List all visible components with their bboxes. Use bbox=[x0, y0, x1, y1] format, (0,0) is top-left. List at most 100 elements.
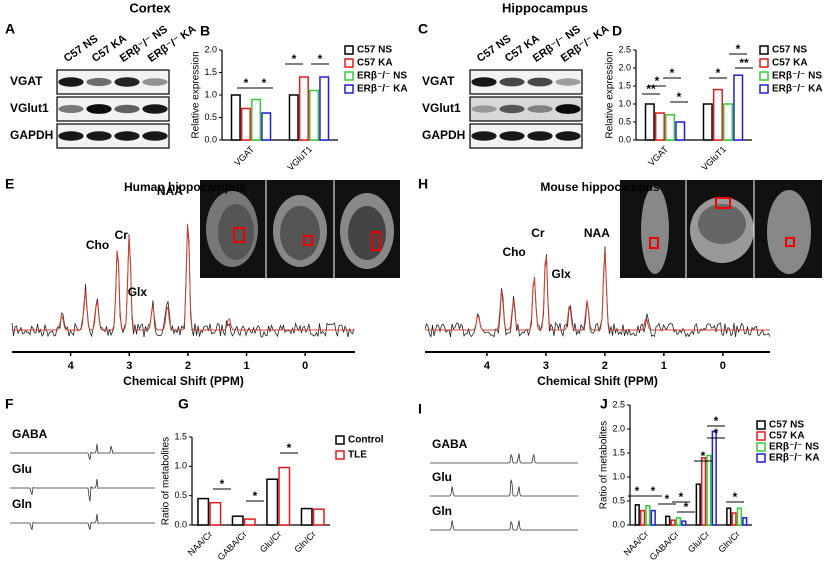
mri-images bbox=[200, 180, 400, 278]
significance: * bbox=[701, 449, 706, 463]
significance: * bbox=[684, 500, 689, 514]
panel-label: J bbox=[600, 396, 608, 412]
y-tick-label: 0.0 bbox=[204, 134, 217, 144]
panel-label: D bbox=[612, 23, 622, 39]
y-tick-label: 0.0 bbox=[174, 519, 187, 529]
bar bbox=[300, 507, 313, 526]
bar bbox=[650, 509, 656, 526]
bar bbox=[670, 519, 676, 526]
bar bbox=[634, 504, 640, 526]
panel-label: C bbox=[418, 21, 428, 37]
bar bbox=[702, 103, 713, 141]
x-tick-label: VGluT1 bbox=[699, 144, 728, 173]
peak-label: Glx bbox=[552, 267, 572, 281]
legend-label: ERβ⁻/⁻ NS bbox=[769, 442, 819, 453]
panel-label: A bbox=[5, 21, 15, 37]
row-label: VGAT bbox=[422, 74, 455, 88]
legend-label: C57 NS bbox=[357, 45, 392, 56]
band bbox=[499, 104, 525, 114]
band bbox=[555, 104, 581, 114]
panel-label: F bbox=[5, 396, 14, 412]
peak-label: Cho bbox=[502, 245, 525, 259]
x-tick-label: 2 bbox=[602, 360, 608, 372]
band bbox=[527, 77, 553, 87]
legend-swatch bbox=[759, 71, 769, 81]
legend-label: ERβ⁻/⁻ KA bbox=[357, 84, 408, 95]
band bbox=[86, 131, 112, 141]
y-axis-label: Relative expression bbox=[191, 51, 202, 138]
significance: * bbox=[733, 490, 738, 504]
legend-label: C57 KA bbox=[772, 58, 808, 69]
y-tick-label: 2.5 bbox=[618, 44, 631, 54]
significance: * bbox=[716, 66, 721, 80]
band bbox=[527, 131, 553, 141]
band bbox=[499, 131, 525, 141]
band bbox=[86, 104, 112, 114]
y-tick-label: 2.0 bbox=[618, 62, 631, 72]
x-tick-label: 0 bbox=[720, 360, 726, 372]
legend-label: ERβ⁻/⁻ KA bbox=[769, 453, 820, 464]
significance: * bbox=[677, 90, 682, 104]
significance: * bbox=[220, 477, 225, 491]
peak-label: Cr bbox=[531, 226, 545, 240]
spectrum-fit bbox=[12, 223, 354, 331]
x-tick-label: Gln/Cr bbox=[716, 529, 741, 554]
band bbox=[114, 131, 140, 141]
chart-title: Mouse hippocampus bbox=[540, 180, 660, 194]
y-tick-label: 1.0 bbox=[618, 98, 631, 108]
legend-swatch bbox=[756, 453, 766, 463]
x-tick-label: GABA/Cr bbox=[648, 529, 681, 562]
bar bbox=[654, 112, 665, 141]
bar bbox=[723, 103, 734, 141]
panel-label: I bbox=[418, 401, 422, 417]
panel-label: B bbox=[200, 23, 210, 39]
significance: * bbox=[292, 52, 297, 66]
legend-swatch bbox=[344, 71, 354, 81]
significance: * bbox=[665, 492, 670, 506]
x-tick-label: 0 bbox=[302, 360, 308, 372]
y-tick-label: 1.0 bbox=[204, 89, 217, 99]
band bbox=[527, 105, 553, 113]
y-tick-label: 2.5 bbox=[612, 399, 625, 409]
trace-label: GABA bbox=[12, 427, 48, 441]
trace-label: Glu bbox=[12, 462, 32, 476]
bar bbox=[675, 517, 682, 526]
x-axis-label: Chemical Shift (PPM) bbox=[537, 374, 658, 388]
bar bbox=[736, 507, 743, 526]
legend-swatch bbox=[344, 58, 354, 68]
legend-label: C57 KA bbox=[769, 431, 805, 442]
panel-label: H bbox=[418, 176, 428, 192]
bar bbox=[266, 478, 279, 526]
x-tick-label: 4 bbox=[68, 360, 75, 372]
band bbox=[142, 104, 168, 114]
y-tick-label: 1.5 bbox=[204, 67, 217, 77]
x-tick-label: NAA/Cr bbox=[622, 529, 651, 558]
trace-label: Gln bbox=[12, 497, 32, 511]
legend-swatch bbox=[756, 420, 766, 430]
significance: * bbox=[670, 66, 675, 80]
band bbox=[58, 131, 84, 141]
trace bbox=[10, 443, 155, 460]
y-tick-label: 2.0 bbox=[612, 423, 625, 433]
bar bbox=[742, 517, 748, 526]
bar bbox=[231, 515, 244, 526]
x-tick-label: VGAT bbox=[646, 144, 670, 168]
band bbox=[471, 77, 497, 87]
band bbox=[86, 77, 112, 87]
trace bbox=[430, 453, 578, 464]
bar bbox=[639, 509, 646, 526]
chart-title: Human hippocampus bbox=[124, 180, 246, 194]
row-label: VGAT bbox=[10, 74, 43, 88]
legend-label: ERβ⁻/⁻ NS bbox=[357, 71, 407, 82]
y-axis-label: Ratio of metabolites bbox=[161, 437, 172, 525]
significance: * bbox=[736, 42, 741, 56]
bar bbox=[197, 497, 210, 526]
y-tick-label: 1.0 bbox=[612, 471, 625, 481]
x-tick-label: VGluT1 bbox=[285, 144, 314, 173]
row-label: VGlut1 bbox=[10, 101, 49, 115]
bar bbox=[665, 114, 676, 141]
x-tick-label: 1 bbox=[661, 360, 667, 372]
x-tick-label: 2 bbox=[185, 360, 191, 372]
panel-label: G bbox=[178, 396, 189, 412]
legend-swatch bbox=[759, 45, 769, 55]
